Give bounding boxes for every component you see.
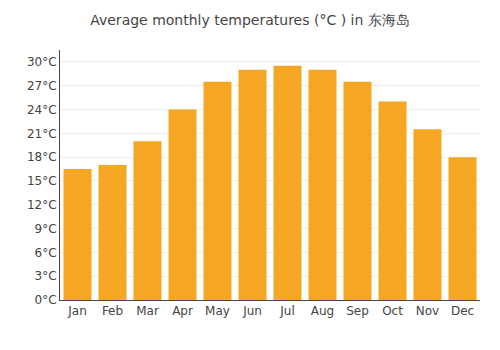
svg-text:Average monthly temperatures (: Average monthly temperatures (°C ) in 东海… — [90, 12, 410, 28]
svg-text:Dec: Dec — [451, 304, 474, 318]
svg-text:24°C: 24°C — [27, 103, 57, 117]
svg-text:Feb: Feb — [102, 304, 123, 318]
svg-text:30°C: 30°C — [27, 55, 57, 69]
svg-text:May: May — [205, 304, 230, 318]
svg-text:0°C: 0°C — [35, 293, 57, 307]
svg-text:Jan: Jan — [67, 304, 87, 318]
svg-text:15°C: 15°C — [27, 174, 57, 188]
svg-text:Nov: Nov — [416, 304, 439, 318]
svg-text:9°C: 9°C — [35, 222, 57, 236]
svg-text:Mar: Mar — [136, 304, 159, 318]
svg-text:3°C: 3°C — [35, 269, 57, 283]
svg-text:Oct: Oct — [382, 304, 403, 318]
svg-text:6°C: 6°C — [35, 246, 57, 260]
svg-text:12°C: 12°C — [27, 198, 57, 212]
svg-text:Aug: Aug — [311, 304, 334, 318]
svg-text:Jul: Jul — [279, 304, 294, 318]
svg-text:18°C: 18°C — [27, 150, 57, 164]
svg-text:Sep: Sep — [346, 304, 369, 318]
svg-text:Jun: Jun — [242, 304, 262, 318]
svg-text:21°C: 21°C — [27, 127, 57, 141]
svg-text:27°C: 27°C — [27, 79, 57, 93]
svg-text:Apr: Apr — [172, 304, 193, 318]
